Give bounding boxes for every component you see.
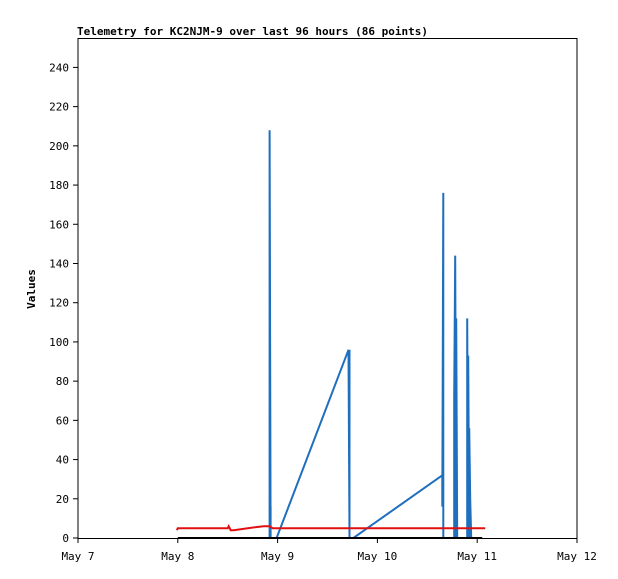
plot-frame xyxy=(77,38,578,539)
x-tick-label: May 9 xyxy=(261,550,294,563)
chart-title: Telemetry for KC2NJM-9 over last 96 hour… xyxy=(77,25,428,38)
series-layer xyxy=(175,130,486,539)
y-tick-label: 200 xyxy=(49,140,69,153)
y-tick-label: 180 xyxy=(49,179,69,192)
y-tick-label: 40 xyxy=(56,454,69,467)
x-tick-label: May 7 xyxy=(61,550,94,563)
y-tick-label: 100 xyxy=(49,336,69,349)
x-axis: May 7 May 8 May 9 May 10 May 11 May 12 xyxy=(61,538,597,563)
y-tick-label: 160 xyxy=(49,218,69,231)
y-tick-label: 80 xyxy=(56,375,69,388)
y-axis-label: Values xyxy=(25,269,38,309)
series-line-1 xyxy=(268,130,473,539)
y-tick-label: 120 xyxy=(49,297,69,310)
x-tick-label: May 10 xyxy=(358,550,398,563)
x-tick-label: May 11 xyxy=(457,550,497,563)
y-tick-label: 140 xyxy=(49,257,69,270)
y-tick-label: 0 xyxy=(62,532,69,545)
y-tick-label: 240 xyxy=(49,61,69,74)
series-line-2 xyxy=(175,523,486,532)
x-tick-label: May 12 xyxy=(557,550,597,563)
y-tick-label: 220 xyxy=(49,101,69,114)
y-tick-label: 60 xyxy=(56,414,69,427)
y-axis: 0 20 40 60 80 100 120 140 160 180 200 220 240 xyxy=(49,61,78,545)
y-tick-label: 20 xyxy=(56,493,69,506)
x-tick-label: May 8 xyxy=(161,550,194,563)
